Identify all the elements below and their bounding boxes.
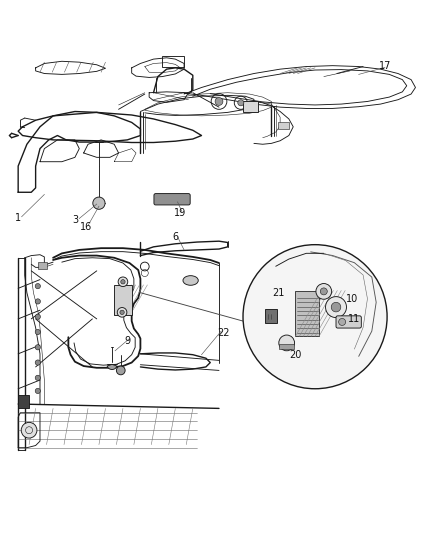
Text: 6: 6 — [172, 232, 178, 242]
Circle shape — [35, 299, 40, 304]
Text: 10: 10 — [346, 294, 358, 304]
FancyBboxPatch shape — [38, 262, 46, 269]
Circle shape — [243, 245, 387, 389]
Circle shape — [35, 284, 40, 289]
Circle shape — [35, 389, 40, 393]
Text: 9: 9 — [124, 336, 131, 346]
Circle shape — [316, 284, 332, 299]
Wedge shape — [107, 364, 117, 369]
FancyBboxPatch shape — [278, 123, 289, 129]
Circle shape — [117, 308, 127, 317]
Circle shape — [320, 288, 327, 295]
Bar — [114, 285, 132, 316]
Circle shape — [21, 422, 37, 438]
Bar — [18, 395, 29, 408]
Text: 21: 21 — [272, 288, 284, 298]
FancyBboxPatch shape — [154, 193, 190, 205]
Text: 3: 3 — [73, 215, 79, 225]
Text: 16: 16 — [80, 222, 92, 232]
Circle shape — [325, 297, 346, 318]
Circle shape — [35, 345, 40, 350]
Circle shape — [339, 318, 346, 326]
Circle shape — [35, 314, 40, 319]
Circle shape — [117, 366, 125, 375]
Text: 1: 1 — [15, 214, 21, 223]
Ellipse shape — [183, 276, 198, 285]
Circle shape — [35, 329, 40, 335]
Text: 22: 22 — [217, 328, 230, 338]
Circle shape — [93, 197, 105, 209]
Text: 11: 11 — [348, 314, 360, 324]
Circle shape — [35, 375, 40, 381]
FancyBboxPatch shape — [243, 101, 258, 111]
Text: 19: 19 — [173, 208, 186, 218]
Text: 17: 17 — [379, 61, 391, 71]
Circle shape — [331, 302, 341, 312]
Circle shape — [279, 335, 294, 351]
Circle shape — [238, 100, 244, 106]
Bar — [295, 290, 319, 336]
FancyBboxPatch shape — [265, 309, 277, 323]
Circle shape — [120, 310, 124, 314]
Circle shape — [121, 280, 125, 284]
Circle shape — [215, 98, 223, 106]
Circle shape — [118, 277, 128, 287]
FancyBboxPatch shape — [279, 344, 294, 350]
Circle shape — [35, 360, 40, 365]
FancyBboxPatch shape — [336, 316, 361, 328]
Text: 20: 20 — [289, 350, 302, 360]
